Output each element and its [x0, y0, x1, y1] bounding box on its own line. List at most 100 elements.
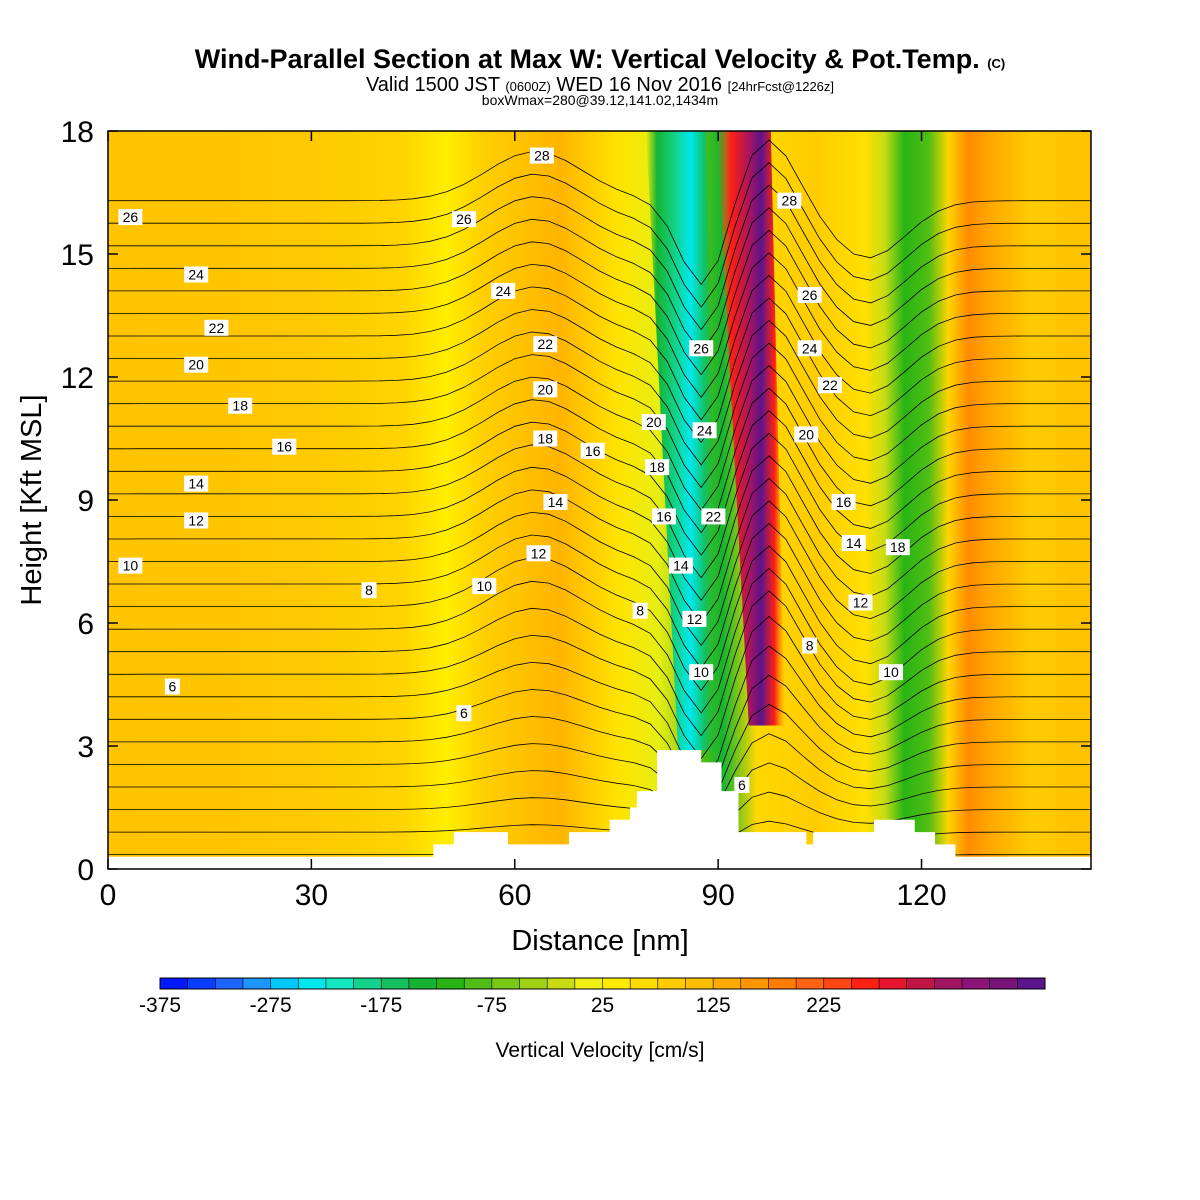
- svg-text:24: 24: [495, 283, 511, 299]
- contour-label: 14: [841, 535, 866, 552]
- isentrope-line: [108, 645, 1091, 783]
- colorbar-swatch: [325, 978, 355, 989]
- svg-text:8: 8: [636, 603, 644, 619]
- colorbar-swatch: [270, 978, 299, 989]
- isentrope-line: [108, 567, 1091, 714]
- contour-label: 12: [184, 512, 209, 529]
- terrain: [108, 750, 1091, 869]
- colorbar-swatch: [215, 978, 244, 989]
- contour-label: 22: [817, 377, 842, 394]
- svg-text:10: 10: [123, 558, 139, 574]
- colorbar-swatch: [823, 978, 852, 989]
- contour-label: 28: [529, 147, 554, 164]
- colorbar-tick-label: -375: [139, 994, 181, 1017]
- colorbar-swatch: [353, 978, 382, 989]
- colorbar-swatch: [519, 978, 548, 989]
- y-tick-label: 9: [77, 485, 94, 518]
- isentrope-line: [108, 733, 1091, 820]
- contour-label: 26: [451, 211, 476, 228]
- y-axis-label: Height [Kft MSL]: [16, 394, 48, 605]
- svg-text:20: 20: [188, 357, 204, 373]
- x-tick-label: 120: [896, 879, 946, 912]
- title-mark: (C): [987, 56, 1006, 71]
- contour-label: 10: [879, 664, 904, 681]
- isentrope-line: [108, 139, 1091, 286]
- contour-label: 26: [797, 287, 822, 303]
- colorbar-tick-label: -75: [477, 994, 507, 1017]
- colorbar-swatch: [408, 978, 438, 989]
- contour-label: 14: [543, 494, 568, 511]
- svg-text:22: 22: [209, 320, 225, 336]
- svg-text:20: 20: [798, 426, 814, 442]
- contour-label: 18: [645, 459, 670, 476]
- isentrope-line: [108, 252, 1091, 398]
- colorbar-swatch: [989, 978, 1018, 989]
- contour-label: 10: [689, 664, 714, 681]
- svg-text:6: 6: [460, 705, 468, 721]
- isentrope-line: [108, 207, 1091, 353]
- svg-text:10: 10: [693, 664, 709, 680]
- velocity-field: [108, 131, 1091, 869]
- isentrope-line: [108, 545, 1091, 692]
- colorbar-swatch: [713, 978, 742, 989]
- colorbar-swatch: [1017, 978, 1046, 989]
- svg-text:12: 12: [853, 595, 869, 611]
- colorbar-swatch: [602, 978, 631, 989]
- isentrope-line: [108, 522, 1091, 669]
- colorbar-swatch: [657, 978, 686, 989]
- contour-label: 20: [641, 414, 666, 431]
- contour-label: 8: [632, 602, 648, 619]
- svg-text:6: 6: [738, 777, 746, 793]
- chart-subtitle: Valid 1500 JST (0600Z) WED 16 Nov 2016 […: [0, 74, 1200, 97]
- contour-label: 10: [118, 557, 143, 574]
- svg-text:8: 8: [806, 638, 814, 654]
- svg-text:12: 12: [687, 611, 703, 627]
- valid-date: WED 16 Nov 2016: [556, 74, 723, 96]
- isentrope-line: [108, 704, 1091, 809]
- contour-label: 22: [701, 508, 726, 525]
- svg-text:22: 22: [537, 336, 553, 352]
- colorbar-swatch: [851, 978, 880, 989]
- svg-text:18: 18: [649, 459, 665, 475]
- svg-text:28: 28: [782, 193, 798, 209]
- isentrope-line: [108, 184, 1091, 331]
- valid-zulu: (0600Z): [505, 79, 551, 94]
- x-tick-label: 60: [498, 879, 531, 912]
- x-tick-label: 30: [295, 879, 328, 912]
- colorbar-tick-label: 125: [696, 994, 731, 1017]
- svg-text:26: 26: [123, 209, 139, 225]
- contour-label: 6: [456, 705, 472, 722]
- contour-label: 26: [689, 340, 714, 357]
- isentrope-line: [108, 387, 1091, 534]
- contour-label: 10: [472, 578, 497, 595]
- colorbar-swatch: [464, 978, 493, 989]
- contour-label: 24: [692, 422, 717, 439]
- svg-text:20: 20: [646, 414, 662, 430]
- contour-label: 14: [184, 475, 209, 492]
- svg-text:10: 10: [476, 578, 492, 594]
- colorbar-swatch: [962, 978, 991, 989]
- y-tick-label: 3: [77, 731, 94, 764]
- contour-label: 18: [228, 397, 253, 414]
- contour-label: 16: [580, 442, 605, 459]
- contour-label: 6: [734, 776, 750, 793]
- x-tick-label: 0: [100, 879, 117, 912]
- svg-text:26: 26: [693, 340, 709, 356]
- contour-label: 18: [885, 539, 910, 556]
- colorbar: -375 -275 -175 -75 25 125 225: [139, 977, 1046, 1017]
- svg-text:22: 22: [822, 377, 838, 393]
- colorbar-swatch: [547, 978, 576, 989]
- svg-text:16: 16: [276, 439, 292, 455]
- isentrope-line: [108, 674, 1091, 798]
- chart-title: Wind-Parallel Section at Max W: Vertical…: [0, 44, 1200, 75]
- contour-label: 12: [526, 545, 551, 562]
- svg-text:6: 6: [169, 679, 177, 695]
- svg-text:24: 24: [802, 340, 818, 356]
- isentrope-line: [108, 297, 1091, 444]
- colorbar-swatch: [685, 978, 714, 989]
- contour-label: 20: [533, 381, 558, 398]
- y-tick-label: 12: [61, 362, 94, 395]
- svg-text:24: 24: [188, 267, 204, 283]
- colorbar-tick-label: -275: [250, 994, 292, 1017]
- isentrope-line: [108, 274, 1091, 421]
